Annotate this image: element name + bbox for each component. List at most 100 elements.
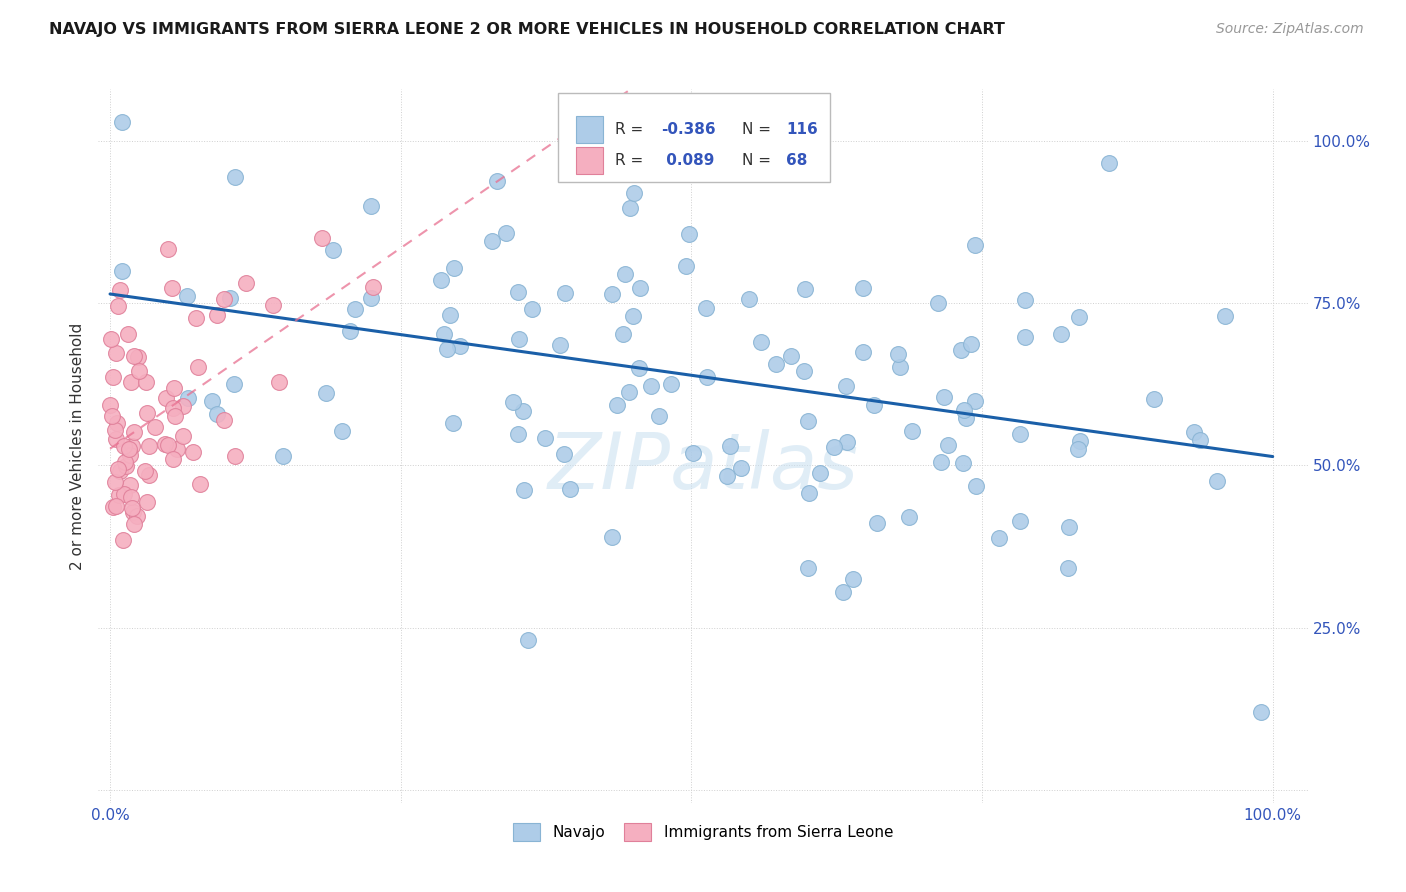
Point bbox=[678, 227, 700, 242]
Point bbox=[122, 516, 145, 531]
Point bbox=[104, 423, 127, 437]
Point bbox=[176, 288, 198, 302]
Point bbox=[1059, 520, 1081, 534]
Point bbox=[183, 444, 205, 458]
Point bbox=[107, 299, 129, 313]
Point bbox=[429, 273, 451, 287]
Text: 0.089: 0.089 bbox=[661, 153, 714, 168]
Point bbox=[481, 234, 503, 248]
Point bbox=[512, 404, 534, 418]
Point bbox=[117, 442, 139, 457]
Point bbox=[343, 301, 366, 316]
Point bbox=[112, 487, 135, 501]
Text: ZIPatlas: ZIPatlas bbox=[547, 429, 859, 506]
Point bbox=[121, 505, 143, 519]
Point bbox=[219, 291, 242, 305]
Point bbox=[548, 337, 571, 351]
Point bbox=[901, 424, 924, 438]
Point bbox=[1014, 329, 1036, 343]
Point bbox=[837, 435, 859, 450]
Point bbox=[553, 447, 575, 461]
Point bbox=[267, 375, 290, 389]
Point bbox=[134, 464, 156, 478]
Point bbox=[627, 360, 650, 375]
Point bbox=[834, 379, 856, 393]
Point bbox=[271, 450, 294, 464]
Text: R =: R = bbox=[614, 121, 648, 136]
Point bbox=[117, 326, 139, 341]
Point bbox=[508, 332, 530, 346]
Point bbox=[513, 483, 536, 497]
Point bbox=[1010, 427, 1032, 442]
Point bbox=[832, 585, 855, 599]
Point bbox=[138, 467, 160, 482]
Point bbox=[927, 295, 949, 310]
Point bbox=[780, 350, 803, 364]
Point bbox=[1213, 310, 1236, 324]
Point bbox=[1067, 310, 1090, 324]
Point bbox=[696, 370, 718, 384]
Point bbox=[108, 488, 131, 502]
Point bbox=[136, 406, 159, 420]
Point bbox=[157, 438, 180, 452]
Point bbox=[105, 433, 128, 447]
Point bbox=[262, 298, 284, 312]
Point bbox=[952, 456, 974, 470]
Point bbox=[107, 462, 129, 476]
Point bbox=[963, 393, 986, 408]
FancyBboxPatch shape bbox=[576, 116, 603, 143]
Point bbox=[866, 516, 889, 530]
Point bbox=[600, 286, 623, 301]
Text: -0.386: -0.386 bbox=[661, 121, 716, 136]
Point bbox=[502, 395, 524, 409]
Point bbox=[506, 285, 529, 300]
Point bbox=[841, 572, 863, 586]
Text: 116: 116 bbox=[786, 121, 818, 136]
Point bbox=[485, 174, 508, 188]
Point bbox=[98, 398, 121, 412]
Point bbox=[955, 410, 977, 425]
Point bbox=[682, 445, 704, 459]
Point bbox=[606, 398, 628, 412]
Point bbox=[1069, 434, 1091, 448]
Point bbox=[797, 414, 820, 428]
Point bbox=[797, 560, 820, 574]
Point bbox=[1182, 425, 1205, 439]
Point bbox=[749, 334, 772, 349]
Point bbox=[166, 442, 188, 457]
Point bbox=[614, 268, 637, 282]
Point bbox=[177, 392, 200, 406]
Point bbox=[952, 403, 974, 417]
Point bbox=[125, 509, 148, 524]
Point bbox=[135, 376, 157, 390]
Point bbox=[934, 390, 956, 404]
Point bbox=[118, 477, 141, 491]
Point bbox=[659, 377, 682, 392]
Point bbox=[619, 202, 641, 216]
Point bbox=[108, 283, 131, 297]
Point bbox=[100, 332, 122, 346]
Point bbox=[121, 501, 143, 516]
Point bbox=[127, 350, 149, 364]
Point bbox=[172, 399, 194, 413]
Point bbox=[617, 384, 640, 399]
Point bbox=[730, 461, 752, 475]
Point bbox=[897, 510, 920, 524]
Point bbox=[315, 386, 337, 401]
Point bbox=[623, 186, 645, 200]
Y-axis label: 2 or more Vehicles in Household: 2 or more Vehicles in Household bbox=[70, 322, 86, 570]
Point bbox=[162, 452, 184, 467]
Point bbox=[797, 485, 820, 500]
Point bbox=[115, 458, 138, 473]
Point bbox=[135, 495, 157, 509]
Text: NAVAJO VS IMMIGRANTS FROM SIERRA LEONE 2 OR MORE VEHICLES IN HOUSEHOLD CORRELATI: NAVAJO VS IMMIGRANTS FROM SIERRA LEONE 2… bbox=[49, 22, 1005, 37]
Point bbox=[560, 482, 582, 496]
Point bbox=[600, 530, 623, 544]
Point bbox=[122, 349, 145, 363]
Legend: Navajo, Immigrants from Sierra Leone: Navajo, Immigrants from Sierra Leone bbox=[505, 816, 901, 848]
Point bbox=[111, 264, 134, 278]
Point bbox=[965, 479, 987, 493]
Point bbox=[1057, 561, 1080, 575]
Point bbox=[520, 301, 543, 316]
Point bbox=[121, 439, 143, 453]
